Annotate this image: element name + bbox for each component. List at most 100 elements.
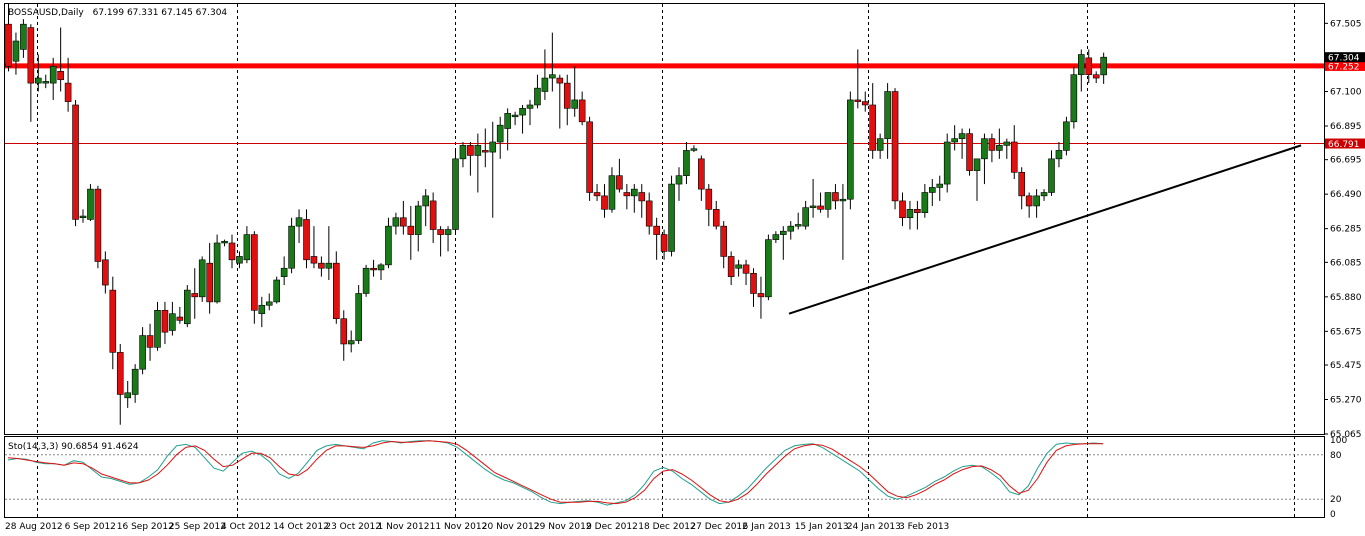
candle-body xyxy=(1092,74,1100,79)
candle xyxy=(698,155,705,201)
current-price-label: 67.304 xyxy=(1328,54,1360,64)
candle-body xyxy=(362,267,370,294)
candle xyxy=(906,200,914,230)
x-tick-label: 6 Jan 2013 xyxy=(743,522,791,532)
candle xyxy=(1010,125,1018,180)
candle xyxy=(414,200,422,252)
candle-body xyxy=(951,138,958,143)
y-tick-label: 65.880 xyxy=(1330,293,1362,303)
candle-body xyxy=(660,234,668,252)
candle-body xyxy=(526,104,534,109)
candle-body xyxy=(1010,141,1018,173)
candle-body xyxy=(310,256,318,264)
candle xyxy=(1078,49,1085,92)
candle xyxy=(102,251,109,294)
candle xyxy=(310,226,318,269)
candle-body xyxy=(601,195,608,210)
candle-body xyxy=(906,209,914,219)
candle-body xyxy=(496,124,504,143)
candle xyxy=(377,263,385,281)
candle xyxy=(407,205,415,260)
candle-body xyxy=(869,104,877,151)
candle xyxy=(802,200,809,230)
candle-body xyxy=(288,225,295,269)
candle-body xyxy=(571,99,579,109)
stochastic-signal-line xyxy=(7,440,1104,505)
candle-body xyxy=(563,82,571,109)
candle-body xyxy=(675,175,683,185)
candle-body xyxy=(668,183,675,252)
candle xyxy=(876,133,884,159)
candle-body xyxy=(340,318,348,345)
candle xyxy=(236,251,243,269)
candle xyxy=(660,229,668,260)
candle xyxy=(273,276,281,304)
candle xyxy=(303,209,310,269)
candle-body xyxy=(325,262,333,269)
candle xyxy=(854,49,862,109)
candle xyxy=(496,116,504,159)
candle xyxy=(72,99,79,227)
candle-body xyxy=(735,264,742,269)
candle xyxy=(459,142,467,168)
candle xyxy=(347,330,355,353)
candle xyxy=(958,128,966,159)
candle-body xyxy=(1055,150,1063,160)
candle-body xyxy=(921,192,929,213)
candle-body xyxy=(1003,141,1011,146)
candle-body xyxy=(467,145,474,156)
candle xyxy=(34,54,42,92)
candle xyxy=(526,99,534,126)
candle-body xyxy=(608,175,616,210)
y-tick-label: 65.270 xyxy=(1330,395,1362,405)
price-tags: 67.252 66.791 67.304 xyxy=(1325,52,1365,150)
candle xyxy=(87,184,94,222)
stochastic-axis: 100 80 20 0 xyxy=(1330,436,1347,520)
candle-body xyxy=(534,87,541,106)
candle xyxy=(630,184,638,213)
candle-body xyxy=(258,304,266,314)
candle xyxy=(161,301,169,344)
candle-body xyxy=(727,256,735,277)
candle xyxy=(996,128,1003,159)
candle xyxy=(899,192,906,227)
candle xyxy=(593,184,601,201)
candle-body xyxy=(765,239,772,298)
candle xyxy=(332,251,340,324)
y-tick-label: 65.475 xyxy=(1330,361,1362,371)
candle xyxy=(973,158,981,201)
main-pane-frame xyxy=(4,3,1325,435)
candle-body xyxy=(794,224,802,227)
x-tick-label: 20 Nov 2012 xyxy=(482,522,540,532)
candle xyxy=(258,296,266,328)
candle xyxy=(370,259,377,277)
candle-body xyxy=(265,301,273,306)
candle-body xyxy=(385,225,392,266)
candle-body xyxy=(1085,57,1093,75)
candle xyxy=(645,192,653,235)
x-tick-label: 11 Nov 2012 xyxy=(430,522,488,532)
candle-body xyxy=(228,242,236,261)
candle-body xyxy=(1078,54,1085,75)
y-tick-label: 65.065 xyxy=(1330,430,1362,440)
candle-body xyxy=(996,145,1003,151)
candle xyxy=(563,74,571,126)
candle xyxy=(184,285,191,328)
y-tick-label: 65.675 xyxy=(1330,327,1362,337)
candle xyxy=(966,128,973,176)
candle xyxy=(57,27,64,92)
candle xyxy=(541,49,549,100)
candle-body xyxy=(5,23,12,67)
candle-body xyxy=(854,99,862,102)
candle xyxy=(586,116,593,201)
candle-body xyxy=(884,91,891,139)
stochastic-tick-label: 0 xyxy=(1330,510,1336,520)
candle-body xyxy=(355,293,362,341)
price-axis: 67.505 67.100 66.895 66.695 66.490 66.285 66.0… xyxy=(1324,19,1362,440)
candle-body xyxy=(429,200,437,230)
candle xyxy=(705,184,713,227)
candle xyxy=(914,200,921,230)
candle-body xyxy=(973,158,981,171)
